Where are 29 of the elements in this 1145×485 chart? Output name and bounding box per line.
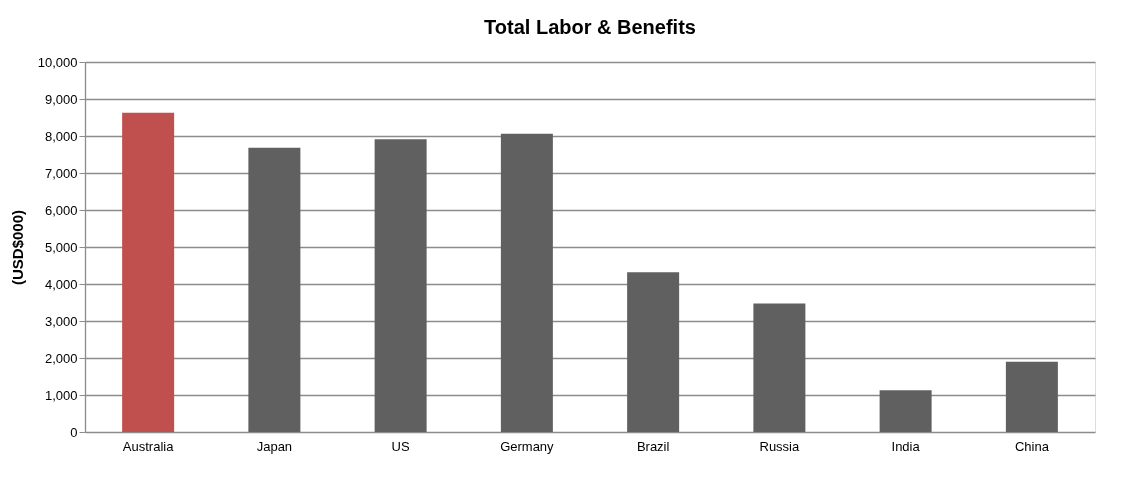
bar	[1005, 361, 1058, 432]
x-tick-label: India	[891, 438, 921, 454]
x-tick-label: US	[391, 438, 410, 454]
y-axis-title: (USD$000)	[8, 209, 26, 286]
chart-title: Total Labor & Benefits	[484, 16, 696, 38]
y-tick-label: 9,000	[44, 91, 78, 107]
bar	[627, 272, 680, 432]
x-tick-label: China	[1014, 438, 1050, 454]
x-tick-label: Australia	[122, 438, 175, 454]
y-tick-label: 5,000	[44, 239, 78, 255]
bar	[248, 147, 301, 432]
bar	[500, 133, 553, 432]
x-tick-label: Brazil	[636, 438, 670, 454]
bar	[374, 139, 427, 432]
x-tick-label: Russia	[759, 438, 801, 454]
y-tick-label: 2,000	[44, 350, 78, 366]
x-tick-label: Germany	[500, 438, 555, 454]
y-tick-label: 6,000	[44, 202, 78, 218]
y-tick-label: 10,000	[37, 54, 78, 70]
bar	[879, 390, 932, 432]
y-tick-label: 4,000	[44, 276, 78, 292]
y-tick-label: 7,000	[44, 165, 78, 181]
x-tick-label: Japan	[256, 438, 293, 454]
bar	[122, 112, 175, 432]
y-tick-label: 1,000	[44, 387, 78, 403]
y-tick-label: 8,000	[44, 128, 78, 144]
y-tick-label: 3,000	[44, 313, 78, 329]
bar	[753, 303, 806, 432]
y-tick-label: 0	[70, 424, 78, 440]
